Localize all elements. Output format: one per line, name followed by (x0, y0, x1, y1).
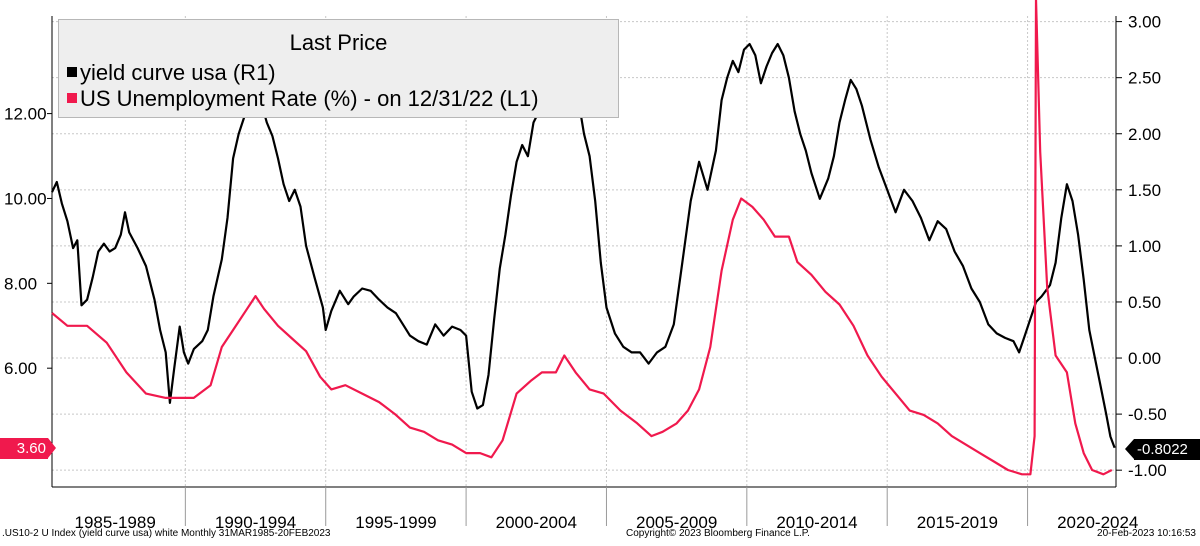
right-tick-label: 0.50 (1128, 293, 1161, 312)
legend-swatch-red (67, 93, 77, 103)
right-tick-label: 2.50 (1128, 69, 1161, 88)
legend-label-yield-curve: yield curve usa (R1) (80, 60, 276, 85)
legend-entry-unemployment: US Unemployment Rate (%) - on 12/31/22 (… (67, 86, 539, 112)
legend-title: Last Price (289, 30, 388, 55)
period-label: 1995-1999 (355, 513, 436, 532)
period-label: 1990-1994 (215, 513, 296, 532)
last-value-right-badge: -0.8022 (1134, 439, 1200, 460)
grid-lines (52, 16, 1116, 487)
plot-frame (51, 16, 1117, 488)
period-label: 1985-1989 (75, 513, 156, 532)
left-tick-label: 8.00 (4, 274, 37, 293)
last-value-left-pointer (48, 438, 56, 458)
period-label: 2015-2019 (917, 513, 998, 532)
legend-swatch-black (67, 67, 77, 77)
last-value-right-pointer (1125, 439, 1134, 459)
right-tick-label: 3.00 (1128, 13, 1161, 32)
left-tick-label: 12.00 (4, 105, 47, 124)
right-tick-label: 0.00 (1128, 349, 1161, 368)
legend-entry-yield-curve: yield curve usa (R1) (67, 60, 276, 86)
series-line-unemployment (51, 0, 1113, 476)
period-label: 2010-2014 (776, 513, 857, 532)
right-axis: -1.00 -0.50 0.00 0.50 1.00 1.50 2.00 2.50 3.00 (1116, 13, 1167, 480)
left-tick-label: 10.00 (4, 189, 47, 208)
period-label: 2005-2009 (636, 513, 717, 532)
footer-source: .US10-2 U Index (yield curve usa) white … (2, 528, 331, 539)
x-axis-periods: 1985-1989 1990-1994 1995-1999 2000-2004 2005… (75, 487, 1138, 532)
footer-copyright: Copyright© 2023 Bloomberg Finance L.P. (626, 528, 810, 539)
left-tick-label: 6.00 (4, 359, 37, 378)
legend-label-unemployment: US Unemployment Rate (%) - on 12/31/22 (… (80, 86, 539, 111)
right-tick-label: -1.00 (1128, 461, 1167, 480)
right-tick-label: 1.50 (1128, 181, 1161, 200)
right-tick-label: 2.00 (1128, 125, 1161, 144)
period-label: 2020-2024 (1057, 513, 1138, 532)
chart-legend: Last Price yield curve usa (R1) US Unemp… (58, 19, 619, 118)
right-tick-label: -0.50 (1128, 405, 1167, 424)
right-tick-label: 1.00 (1128, 237, 1161, 256)
footer-timestamp: 20-Feb-2023 10:16:53 (1097, 528, 1196, 539)
last-value-left-badge: 3.60 (0, 438, 48, 459)
period-label: 2000-2004 (496, 513, 577, 532)
